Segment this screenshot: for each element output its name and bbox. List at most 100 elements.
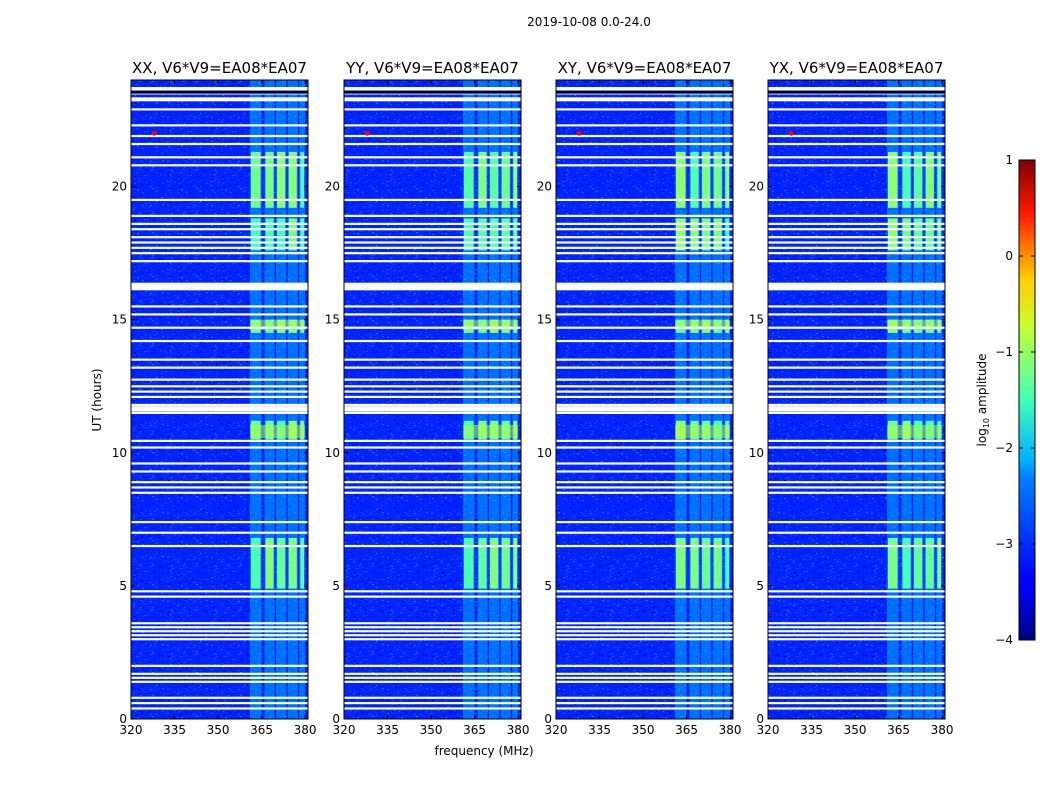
panel-yy: YY, V6*V9=EA08*EA07 320 335 350 365 380 0 5 10 15… (325, 59, 530, 737)
x-tick-label: 380 (294, 723, 317, 737)
hot-spot (151, 130, 157, 136)
flagged-row (344, 198, 521, 202)
flagged-row (344, 638, 521, 641)
flagged-row (768, 142, 945, 146)
flagged-row (768, 252, 945, 255)
flagged-row (344, 590, 521, 593)
flagged-row (131, 339, 308, 343)
flagged-row (344, 222, 521, 225)
rfi-block (702, 218, 711, 251)
flagged-row (344, 260, 521, 263)
rfi-channel (264, 80, 275, 719)
y-tick-label: 5 (544, 579, 552, 593)
flagged-gap (556, 285, 733, 291)
rfi-burst (249, 424, 306, 439)
y-tick-label: 15 (325, 313, 340, 327)
flagged-row (344, 134, 521, 138)
rfi-block (937, 151, 942, 208)
rfi-block (937, 537, 942, 589)
rfi-block (300, 151, 305, 208)
flagged-row (768, 385, 945, 388)
y-tick-label: 5 (756, 579, 764, 593)
y-tick-label: 10 (112, 446, 127, 460)
flagged-gap (131, 406, 308, 412)
rfi-channel (724, 80, 731, 719)
rfi-block (902, 218, 911, 251)
rfi-block (690, 218, 699, 251)
flagged-row (131, 664, 308, 667)
flagged-row (344, 305, 521, 308)
rfi-channel (712, 80, 723, 719)
colorbar-tick-label: −3 (995, 537, 1013, 551)
x-tick-label: 320 (333, 723, 356, 737)
rfi-channel (500, 80, 511, 719)
flagged-row (131, 108, 308, 111)
flagged-row (768, 595, 945, 598)
flagged-row (556, 326, 733, 329)
rfi-channel (299, 80, 306, 719)
flagged-row (344, 214, 521, 217)
rfi-channel (924, 80, 935, 719)
flagged-row (131, 672, 308, 675)
rfi-block (675, 151, 686, 208)
flagged-row (344, 470, 521, 473)
flagged-row (556, 403, 733, 407)
flagged-row (344, 680, 521, 683)
rfi-block (725, 218, 730, 251)
flagged-row (556, 395, 733, 399)
flagged-row (344, 403, 521, 407)
flagged-row (131, 252, 308, 255)
flagged-row (556, 164, 733, 167)
colorbar-tick-label: 0 (1005, 249, 1013, 263)
flagged-row (556, 198, 733, 202)
flagged-row (556, 664, 733, 667)
flagged-row (344, 366, 521, 369)
colorbar-label-subscript: 10 (982, 418, 991, 428)
rfi-block (702, 537, 711, 589)
flagged-row (768, 491, 945, 494)
rfi-block (690, 537, 699, 589)
flagged-row (556, 88, 733, 91)
flagged-gap (344, 285, 521, 291)
rfi-block (675, 218, 686, 251)
rfi-block (513, 151, 518, 208)
dark-row (131, 90, 308, 94)
rfi-burst (674, 424, 731, 439)
flagged-row (768, 531, 945, 534)
flagged-row (768, 634, 945, 637)
flagged-row (768, 481, 945, 484)
flagged-row (131, 313, 308, 316)
flagged-gap (768, 97, 945, 102)
flagged-row (556, 156, 733, 159)
spectrogram (768, 80, 945, 719)
rfi-block (490, 537, 499, 589)
flagged-gap (556, 406, 733, 412)
flagged-row (344, 282, 521, 285)
x-tick-label: 350 (844, 723, 867, 737)
rfi-block (725, 537, 730, 589)
flagged-gap (131, 97, 308, 102)
flagged-row (768, 630, 945, 633)
flagged-row (556, 260, 733, 263)
flagged-row (131, 378, 308, 381)
flagged-row (768, 198, 945, 202)
flagged-row (768, 156, 945, 159)
panel-title: XY, V6*V9=EA08*EA07 (558, 59, 732, 77)
flagged-row (131, 462, 308, 465)
y-tick-label: 0 (332, 712, 340, 726)
x-axis-label: frequency (MHz) (434, 744, 533, 758)
rfi-block (925, 218, 934, 251)
flagged-row (131, 411, 308, 415)
spectrogram (131, 80, 308, 719)
rfi-channel (249, 80, 262, 719)
flagged-row (131, 702, 308, 705)
flagged-row (556, 313, 733, 316)
flagged-row (131, 470, 308, 473)
flagged-row (768, 672, 945, 675)
rfi-burst (462, 424, 519, 439)
spectrogram (344, 80, 521, 719)
rfi-channel (512, 80, 519, 719)
flagged-row (768, 390, 945, 393)
flagged-row (768, 626, 945, 629)
